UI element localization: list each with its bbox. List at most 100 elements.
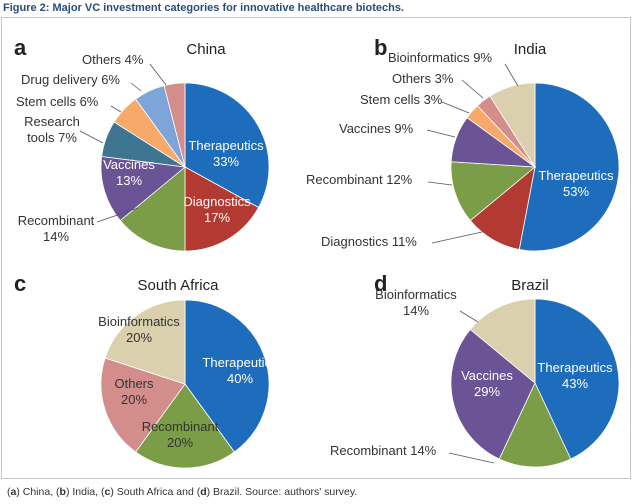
pie-slice-others xyxy=(100,357,186,453)
slice-percent: 9% xyxy=(470,50,493,65)
slice-label-therapeutics: Therapeutics 53% xyxy=(538,168,614,199)
slice-label-diagnostics: Diagnostics 11% xyxy=(321,234,417,249)
slice-percent: 20% xyxy=(126,330,152,345)
slice-name: Therapeutics xyxy=(537,360,613,375)
pie-slice-bioinformatics xyxy=(469,298,536,384)
leader-line-bioinformatics xyxy=(459,310,479,323)
slice-name-and-percent: tools 7% xyxy=(27,130,77,145)
slice-percent: 20% xyxy=(121,392,147,407)
pie-slices xyxy=(450,82,620,252)
slice-name: Diagnostics xyxy=(183,194,251,209)
slice-name: Vaccines xyxy=(103,157,155,172)
slice-name: Bioinformatics xyxy=(98,314,180,329)
pie-slice-recombinant xyxy=(450,161,537,222)
slice-percent: 6% xyxy=(76,94,99,109)
slice-percent: 6% xyxy=(98,72,121,87)
pie-title: South Africa xyxy=(138,277,220,294)
pie-slice-vaccines xyxy=(100,156,186,222)
slice-label-bioinformatics: Bioinformatics 14% xyxy=(375,287,457,318)
slice-name: Recombinant xyxy=(18,213,95,228)
slice-name: Drug delivery xyxy=(21,72,98,87)
slice-name: Bioinformatics xyxy=(375,287,457,302)
slice-name: Therapeutics xyxy=(188,138,264,153)
pie-slice-bioinformatics xyxy=(104,299,186,385)
slice-label-research-tools: Research tools 7% xyxy=(24,114,80,145)
pie-slice-recombinant xyxy=(135,383,235,469)
slice-percent: 4% xyxy=(121,52,144,67)
leader-line-bioinformatics xyxy=(504,63,519,87)
pie-title: Brazil xyxy=(511,277,549,294)
pie-slice-diagnostics xyxy=(184,166,260,252)
caption-text: ) South Africa and ( xyxy=(110,486,201,498)
caption-panel-letter: d xyxy=(200,486,207,498)
leader-line-others xyxy=(461,79,484,99)
caption-panel-letter: a xyxy=(10,486,17,498)
slice-name: Recombinant xyxy=(330,443,407,458)
pie-slices xyxy=(450,298,620,468)
slice-label-recombinant: Recombinant 14% xyxy=(330,443,437,458)
panel-letter: a xyxy=(14,35,27,60)
figure-caption: (a) China, (b) India, (c) South Africa a… xyxy=(7,486,357,498)
leader-line-others xyxy=(149,63,167,86)
slice-label-others: Others 3% xyxy=(392,71,454,86)
slice-label-drug-delivery: Drug delivery 6% xyxy=(21,72,120,87)
slice-label-recombinant: Recombinant 12% xyxy=(306,172,413,187)
slice-name: Recombinant xyxy=(306,172,383,187)
leader-line-recombinant xyxy=(448,452,495,464)
slice-percent: 53% xyxy=(563,184,589,199)
panel-letter: b xyxy=(374,35,387,60)
slice-percent: 14% xyxy=(43,229,69,244)
slice-percent: 14% xyxy=(407,443,437,458)
slice-percent: 17% xyxy=(204,210,230,225)
leader-line-recombinant xyxy=(96,207,139,223)
slice-label-therapeutics: Therapeutics 33% xyxy=(188,138,264,169)
pie-slice-vaccines xyxy=(450,328,536,460)
pie-slice-others xyxy=(163,82,186,168)
slice-label-therapeutics: Therapeutics 40% xyxy=(202,355,278,386)
slice-percent: 20% xyxy=(167,435,193,450)
slice-percent: 9% xyxy=(391,121,414,136)
leader-line-vaccines xyxy=(426,129,456,138)
caption-panel-letter: c xyxy=(104,486,111,498)
slice-label-recombinant: Recombinant 20% xyxy=(142,419,219,450)
pie-slice-therapeutics xyxy=(534,298,620,460)
slice-label-vaccines: Vaccines 13% xyxy=(103,157,155,188)
leader-line-drug-delivery xyxy=(130,82,142,92)
pie-slice-therapeutics xyxy=(518,82,620,252)
slice-label-vaccines: Vaccines 29% xyxy=(461,368,513,399)
slice-percent: 13% xyxy=(116,173,142,188)
pie-slices xyxy=(100,299,270,469)
slice-name: Therapeutics xyxy=(538,168,614,183)
figure-frame xyxy=(1,17,631,479)
panel-letter: c xyxy=(14,271,26,296)
slice-name: Recombinant xyxy=(142,419,219,434)
slice-label-stem-cells: Stem cells 3% xyxy=(360,92,443,107)
slice-name: Diagnostics xyxy=(321,234,389,249)
slice-name: Stem cells xyxy=(360,92,420,107)
slice-percent: 3% xyxy=(420,92,443,107)
slice-name: Therapeutics xyxy=(202,355,278,370)
slice-label-others: Others 20% xyxy=(114,376,154,407)
slice-name: Others xyxy=(82,52,122,67)
slice-label-others: Others 4% xyxy=(82,52,144,67)
slice-percent: 43% xyxy=(562,376,588,391)
slice-name: Vaccines xyxy=(339,121,391,136)
leader-line-recombinant xyxy=(427,181,453,186)
pie-panel-india: b India Therapeutics 53% Diagnostics 11% Reco… xyxy=(306,35,620,252)
slice-name: Vaccines xyxy=(461,368,513,383)
slice-label-stem-cells: Stem cells 6% xyxy=(16,94,99,109)
pie-panel-china: a China Therapeutics 33% Diagnostics 17% Recom… xyxy=(14,35,270,252)
pie-slice-therapeutics xyxy=(184,82,270,209)
caption-text: ( xyxy=(7,486,11,498)
slice-percent: 3% xyxy=(431,71,454,86)
pie-slice-recombinant xyxy=(498,382,572,468)
slice-label-recombinant: Recombinant 14% xyxy=(18,213,95,244)
pie-slices xyxy=(100,82,270,252)
slice-label-bioinformatics: Bioinformatics 20% xyxy=(98,314,180,345)
slice-percent: 40% xyxy=(227,371,253,386)
slice-name: Others xyxy=(114,376,154,391)
leader-line-stem-cells xyxy=(441,101,470,114)
slice-name: Stem cells xyxy=(16,94,76,109)
slice-percent: 14% xyxy=(403,303,429,318)
